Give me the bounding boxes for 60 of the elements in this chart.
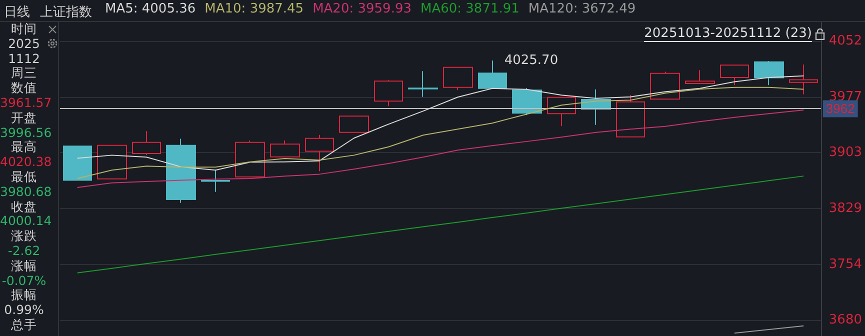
- candlestick: [789, 64, 818, 95]
- text: 涨幅: [10, 258, 38, 274]
- candlestick: [754, 60, 784, 86]
- ref-line-label: 3962: [826, 101, 855, 116]
- text: -2.62: [6, 242, 42, 259]
- candlestick: [374, 80, 403, 107]
- text: 2025: [7, 36, 41, 52]
- y-tick-label: 4052: [828, 33, 862, 48]
- text: -0.07%: [0, 272, 48, 288]
- line-series: [76, 109, 804, 188]
- text: MA20: 3959.93: [312, 2, 412, 16]
- candlestick: [478, 60, 507, 89]
- text: 4020.38: [0, 154, 53, 170]
- text: MA120: 3672.49: [528, 2, 636, 16]
- text: 周三: [10, 65, 38, 82]
- text: 3980.68: [0, 184, 53, 200]
- text: 开盘: [10, 110, 38, 126]
- candlestick: [305, 134, 334, 172]
- text: 数值: [10, 80, 38, 96]
- chart-title: 日线: [4, 5, 30, 20]
- candlestick: [201, 168, 230, 192]
- text: 总手: [10, 316, 38, 333]
- y-tick-label: 3903: [828, 145, 862, 160]
- candlestick: [270, 140, 300, 158]
- candlestick: [685, 70, 715, 84]
- candlestick: [512, 88, 542, 116]
- candlestick: [97, 144, 127, 180]
- text: 时间: [10, 21, 38, 37]
- text: 涨跌: [10, 228, 38, 244]
- candlestick: [63, 145, 92, 181]
- candlestick: [650, 71, 680, 100]
- text: 1112: [7, 50, 41, 66]
- line-series: [76, 86, 804, 179]
- text: MA60: 3871.91: [420, 2, 520, 16]
- line-series: [76, 75, 804, 171]
- text: 振幅: [10, 287, 38, 304]
- annotation: 4025.70: [504, 53, 558, 68]
- text: 最低: [10, 168, 38, 185]
- candlestick: [616, 94, 645, 138]
- line-series: [76, 176, 804, 274]
- y-tick-label: 3829: [828, 200, 862, 216]
- text: MA10: 3987.45: [204, 2, 304, 16]
- y-tick-label: 3680: [828, 312, 862, 328]
- candlestick: [720, 64, 749, 86]
- annotation: 20251013-20251112 (23): [644, 26, 812, 42]
- text: 收盘: [10, 198, 38, 214]
- candlestick: [339, 115, 369, 133]
- y-tick-label: 3754: [828, 257, 862, 272]
- text: 0.99%: [3, 302, 45, 318]
- candlestick: [443, 66, 473, 91]
- text: 3996.56: [0, 124, 53, 140]
- text: 4000.14: [0, 213, 53, 230]
- text: 最高: [10, 139, 38, 156]
- candlestick: [166, 138, 196, 204]
- text: 3961.57: [0, 94, 53, 111]
- candlestick: [235, 140, 265, 178]
- candlestick: [132, 130, 161, 156]
- text: MA5: 4005.36: [105, 2, 196, 16]
- candlestick: [408, 70, 438, 98]
- chart-subtitle: 上证指数: [40, 5, 92, 20]
